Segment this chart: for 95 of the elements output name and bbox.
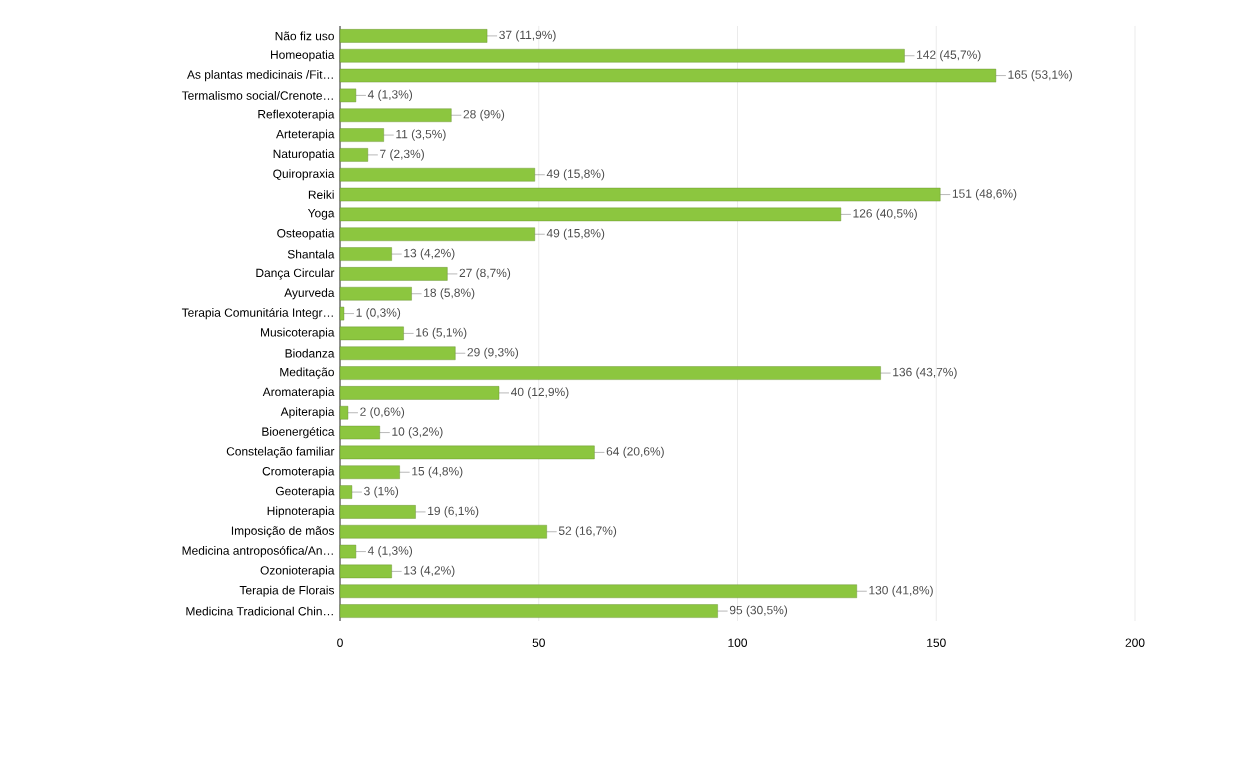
y-tick-label: Dança Circular: [256, 268, 335, 280]
data-label: 29 (9,3%): [467, 347, 519, 359]
bar: [339, 366, 881, 380]
data-label: 37 (11,9%): [499, 30, 556, 42]
data-label: 15 (4,8%): [412, 466, 463, 478]
bar: [339, 306, 345, 321]
data-label: 13 (4,2%): [404, 565, 455, 577]
bar: [339, 247, 392, 261]
bar: [339, 128, 384, 142]
y-tick-label: Meditação: [280, 367, 334, 379]
y-tick-label: Ozonioterapia: [260, 565, 335, 577]
bar: [339, 48, 905, 63]
y-tick-label: Terapia de Florais: [239, 585, 335, 597]
y-tick-label: Apiterapia: [280, 407, 335, 419]
x-tick-label: 150: [927, 638, 946, 647]
bar: [339, 485, 353, 499]
data-label: 142 (45,7%): [917, 50, 981, 62]
data-label: 165 (53,1%): [1008, 70, 1072, 82]
bar: [339, 465, 400, 479]
bar: [339, 108, 452, 122]
bar: [339, 326, 404, 341]
data-label: 40 (12,9%): [510, 387, 569, 399]
bar: [339, 267, 448, 281]
y-tick-label: Reflexoterapia: [258, 109, 335, 121]
bar: [339, 227, 535, 241]
data-label: 49 (15,8%): [546, 169, 605, 181]
y-tick-label: Terapia Comunitária Integr…: [181, 307, 333, 320]
data-label: 27 (8,7%): [459, 268, 511, 280]
data-label: 126 (40,5%): [853, 208, 917, 220]
bar: [339, 286, 412, 301]
y-tick-label: Biodanza: [285, 348, 335, 358]
y-tick-label: Naturopatia: [273, 149, 335, 161]
data-label: 4 (1,3%): [367, 546, 413, 558]
bar: [339, 346, 456, 360]
bar: [339, 167, 535, 182]
data-label: 11 (3,5%): [396, 129, 446, 141]
bar: [339, 29, 488, 43]
data-label: 64 (20,6%): [606, 446, 664, 458]
bar: [339, 68, 997, 83]
data-label: 19 (6,1%): [428, 506, 479, 518]
y-tick-label: Imposição de mãos: [231, 526, 335, 538]
x-tick-label: 200: [1125, 638, 1145, 647]
bar: [339, 544, 357, 559]
bar: [339, 88, 357, 103]
y-tick-label: Aromaterapia: [262, 387, 335, 399]
bar: [339, 425, 380, 440]
bar: [339, 148, 369, 162]
y-tick-label: Ayurveda: [284, 288, 335, 300]
data-label: 52 (16,7%): [558, 526, 617, 538]
y-tick-label: Hipnoterapia: [267, 506, 335, 518]
bar: [339, 505, 416, 519]
y-tick-label: Medicina Tradicional Chin…: [186, 606, 333, 616]
y-tick-label: Homeopatia: [271, 50, 335, 62]
y-tick-label: As plantas medicinais /Fit…: [187, 70, 333, 82]
data-label: 13 (4,2%): [404, 248, 455, 260]
bar: [339, 386, 500, 400]
data-label: 7 (2,3%): [380, 149, 424, 161]
y-tick-label: Shantala: [287, 249, 335, 259]
data-label: 49 (15,8%): [546, 228, 605, 240]
y-tick-label: Quiropraxia: [273, 169, 335, 181]
y-tick-label: Reiki: [308, 190, 334, 199]
data-label: 2 (0,6%): [360, 407, 405, 419]
data-label: 95 (30,5%): [729, 605, 788, 617]
data-label: 10 (3,2%): [392, 427, 443, 439]
x-tick-label: 100: [728, 638, 748, 647]
y-tick-label: Medicina antroposófica/An…: [182, 545, 333, 558]
y-tick-label: Geoterapia: [275, 486, 335, 498]
x-tick-label: 0: [337, 638, 343, 647]
data-label: 130 (41,8%): [869, 585, 933, 597]
bar: [339, 604, 718, 618]
y-tick-label: Osteopatia: [277, 228, 335, 240]
bar: [339, 406, 349, 420]
data-label: 16 (5,1%): [416, 327, 467, 339]
data-label: 151 (48,6%): [952, 189, 1017, 201]
y-tick-label: Termalismo social/Crenote…: [181, 91, 333, 100]
bar: [339, 187, 941, 202]
bar: [339, 564, 392, 579]
y-tick-label: Cromoterapia: [262, 466, 335, 478]
bar: [339, 207, 842, 222]
y-tick-label: Musicoterapia: [261, 327, 335, 339]
bar: [339, 584, 857, 598]
y-tick-label: Não fiz uso: [275, 31, 334, 41]
data-label: 28 (9%): [463, 109, 505, 121]
data-label: 136 (43,7%): [893, 367, 957, 379]
y-tick-label: Bioenergética: [262, 426, 335, 439]
data-label: 3 (1%): [364, 486, 399, 498]
data-label: 4 (1,3%): [367, 89, 413, 101]
data-label: 1 (0,3%): [356, 308, 401, 320]
data-label: 18 (5,8%): [424, 288, 475, 300]
bar: [339, 525, 547, 539]
y-tick-label: Constelação familiar: [226, 446, 335, 458]
y-tick-label: Yoga: [307, 209, 335, 220]
y-tick-label: Arteterapia: [276, 129, 335, 141]
bar: [339, 445, 595, 460]
x-tick-label: 50: [532, 638, 545, 647]
